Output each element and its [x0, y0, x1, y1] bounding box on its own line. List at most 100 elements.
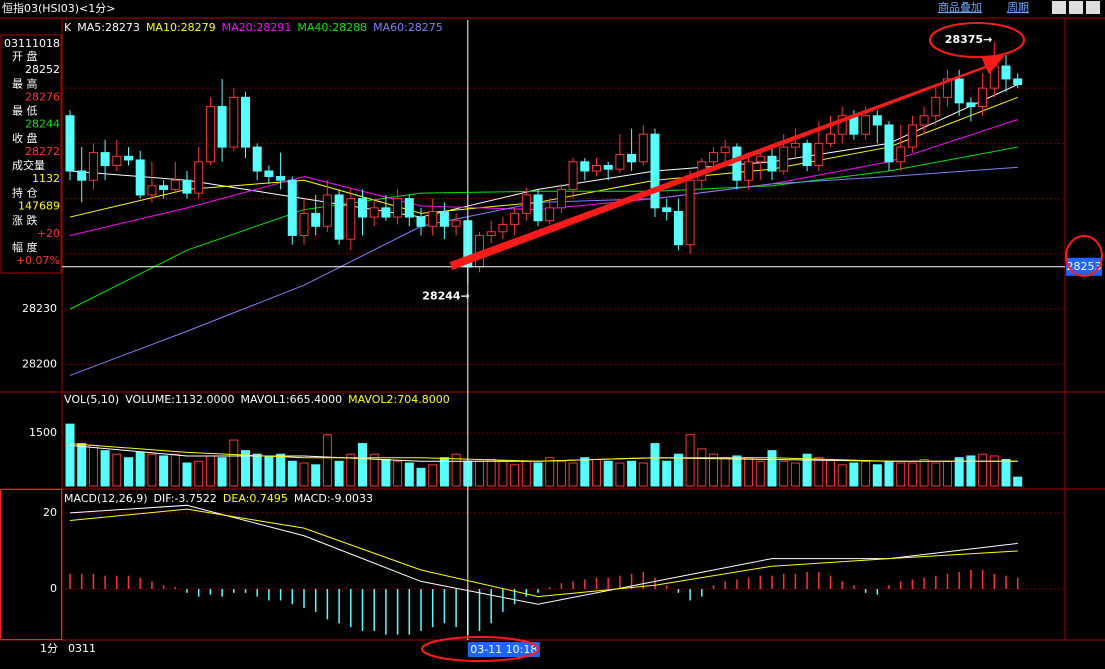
info-value: 28276	[25, 90, 60, 103]
volume-bar	[556, 460, 566, 487]
volume-bar	[849, 462, 859, 487]
volume-bar	[673, 453, 683, 487]
volume-bar	[907, 462, 917, 487]
overlay-link[interactable]: 商品叠加	[938, 0, 982, 14]
volume-bar	[732, 455, 742, 487]
candle-body	[627, 153, 637, 163]
legend-text: VOL(5,10)	[64, 393, 119, 406]
indicator-line	[69, 166, 1018, 376]
candle-body	[124, 155, 133, 161]
info-label: 持 仓	[12, 186, 38, 200]
candle-body	[439, 211, 449, 227]
nav-left[interactable]	[1052, 1, 1066, 14]
info-value: +0.07%	[16, 254, 60, 267]
candle-body	[498, 223, 508, 233]
volume-bar	[299, 462, 309, 487]
candle-body	[182, 179, 192, 194]
candle-body	[744, 161, 754, 181]
legend-text: MACD:-9.0033	[294, 492, 373, 505]
volume-bar	[170, 453, 180, 487]
info-label: 成交量	[12, 158, 45, 172]
period-label: 1分	[40, 642, 58, 655]
legend-text: MAVOL1:665.4000	[240, 393, 342, 406]
volume-bar	[369, 453, 379, 487]
volume-bar	[252, 453, 262, 487]
volume-bar	[451, 453, 461, 487]
volume-bar	[779, 460, 789, 487]
period-link[interactable]: 周期	[1007, 1, 1029, 14]
volume-bar	[100, 450, 110, 487]
candle-body	[404, 198, 414, 218]
candle-body	[533, 194, 543, 222]
volume-bar	[264, 455, 274, 487]
volume-bar	[194, 460, 204, 487]
candle-body	[311, 212, 321, 227]
volume-bar	[966, 455, 976, 487]
volume-bar	[615, 462, 625, 487]
candle-body	[252, 146, 262, 172]
volume-bar	[837, 464, 847, 487]
volume-bar	[978, 453, 988, 487]
info-value: 147689	[18, 200, 60, 213]
candle-body	[334, 194, 344, 240]
volume-bar	[404, 462, 414, 487]
cursor-price: 28253	[1067, 260, 1102, 273]
volume-bar	[486, 458, 496, 487]
volume-bar	[861, 460, 871, 487]
candle-body	[592, 164, 601, 172]
volume-bar	[439, 457, 449, 487]
candle-body	[510, 212, 520, 225]
legend-text: MA60:28275	[373, 21, 443, 34]
volume-bar	[545, 457, 555, 487]
volume-bar	[884, 460, 894, 487]
legend-text: MA10:28279	[146, 21, 216, 34]
candle-body	[685, 179, 695, 246]
legend-text: DIF:-3.7522	[154, 492, 217, 505]
candle-body	[580, 161, 590, 172]
info-label: 涨 跌	[12, 213, 38, 227]
candle-body	[556, 188, 566, 209]
trend-arrow	[450, 55, 1005, 270]
candle-body	[112, 155, 122, 166]
candle-body	[978, 87, 988, 108]
candle-body	[568, 161, 578, 190]
candle-body	[287, 179, 297, 236]
volume-bar	[287, 460, 297, 487]
volume-bar	[416, 467, 426, 487]
volume-bar	[896, 462, 906, 487]
volume-bar	[521, 460, 531, 487]
candle-body	[790, 142, 800, 148]
candle-body	[603, 164, 613, 170]
candle-body	[194, 161, 204, 194]
cursor-time-box	[467, 642, 540, 657]
volume-bar	[428, 464, 438, 487]
volume-bar	[393, 460, 403, 487]
candle-body	[896, 146, 906, 163]
volume-bar	[931, 462, 941, 487]
candle-body	[545, 207, 555, 222]
volume-bar	[135, 451, 145, 487]
candle-body	[709, 152, 718, 163]
nav-up[interactable]	[1086, 1, 1100, 14]
legend-text: MA20:28291	[222, 21, 292, 34]
volume-bar	[334, 460, 344, 487]
nav-right[interactable]	[1069, 1, 1083, 14]
legend-text: VOLUME:1132.0000	[125, 393, 234, 406]
volume-bar	[322, 434, 332, 487]
candle-body	[662, 207, 672, 213]
volume-bar	[943, 460, 952, 487]
candle-body	[217, 106, 227, 148]
volume-bar	[311, 464, 321, 487]
candle-body	[767, 155, 777, 172]
volume-bar	[650, 443, 660, 487]
info-panel	[0, 34, 62, 274]
info-value: 1132	[32, 172, 60, 185]
candle-body	[241, 96, 250, 148]
candle-body	[1013, 78, 1023, 85]
volume-bar	[159, 455, 169, 487]
candle-body	[369, 207, 379, 218]
indicator-line	[69, 443, 1018, 462]
volume-bar	[709, 453, 718, 487]
volume-bar	[77, 443, 87, 487]
